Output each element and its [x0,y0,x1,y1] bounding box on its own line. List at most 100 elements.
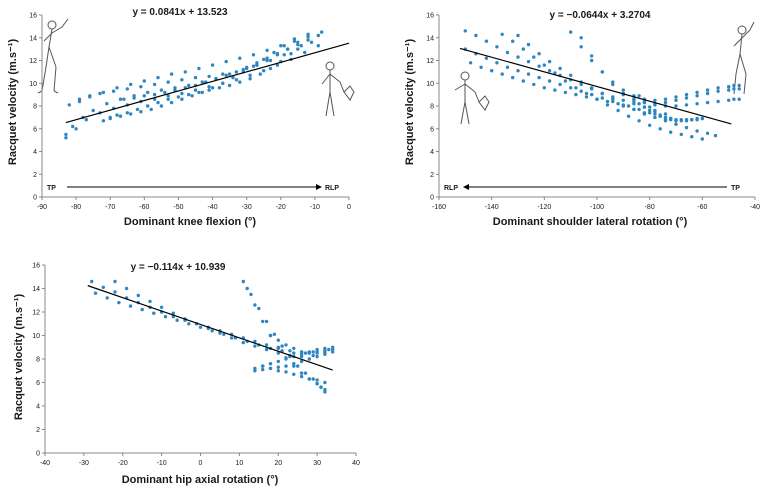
knee-data-point [115,86,119,90]
knee-x-tick-label: 0 [347,204,351,211]
hip-data-point [280,349,284,353]
shoulder-data-point [600,70,604,74]
knee-y-tick-label: 4 [33,149,37,156]
shoulder-data-point [621,98,625,103]
shoulder-data-point [663,97,668,101]
shoulder-phase-label-left: RLP [444,185,458,192]
knee-data-point [221,81,225,86]
shoulder-data-point [684,103,689,107]
hip-data-point [299,371,304,375]
knee-data-point [118,97,123,101]
hip-data-point [171,311,175,315]
knee-data-point [111,89,116,93]
shoulder-data-point [737,97,741,101]
shoulder-data-point [663,100,668,105]
shoulder-data-point [526,42,531,47]
knee-data-point [197,90,201,95]
hip-data-point [331,350,335,354]
hip-data-point [241,340,245,345]
shoulder-data-point [653,103,657,107]
knee-data-point [142,79,146,83]
shoulder-data-point [695,90,699,95]
hip-series-trial-2 [93,291,331,355]
knee-data-point [71,124,75,129]
shoulder-data-point [642,112,647,116]
shoulder-data-point [579,45,583,49]
shoulder-data-point [511,75,515,80]
shoulder-data-point [474,33,478,38]
shoulder-data-point [653,98,657,103]
hip-data-point [323,390,327,394]
shoulder-data-point [684,125,689,130]
hip-data-point [276,369,280,373]
shoulder-data-point [653,110,657,114]
knee-data-point [214,77,218,81]
hip-data-point [264,343,269,347]
shoulder-x-tick-label: -40 [750,204,760,211]
knee-data-point [74,127,78,131]
shoulder-data-point [516,55,520,59]
hip-data-point [315,351,319,355]
hip-data-point [245,286,249,291]
knee-data-point [268,58,273,63]
knee-chart-ylabel: Racquet velocity (m.s⁻¹) [7,39,19,166]
knee-chart-title: y = 0.0841x + 13.523 [132,7,228,18]
hip-data-point [113,279,117,284]
knee-data-point [139,85,143,89]
shoulder-data-point [553,88,557,92]
knee-data-point [306,38,310,42]
hip-data-point [241,279,245,284]
knee-data-point [238,56,242,60]
shoulder-data-point [621,103,625,107]
knee-data-point [210,63,215,67]
hip-x-tick-label: 40 [352,460,360,467]
shoulder-data-point [516,33,520,38]
knee-data-point [309,40,314,44]
shoulder-data-point [648,123,652,128]
knee-data-point [275,63,280,67]
shoulder-data-point [705,91,710,96]
shoulder-y-tick-label: 12 [426,58,434,65]
shoulder-data-point [637,94,641,98]
shoulder-data-point [484,56,489,60]
shoulder-data-point [532,55,536,59]
shoulder-data-point [690,135,694,139]
hip-data-point [276,345,280,349]
hip-data-point [323,350,327,354]
knee-data-point [88,94,92,98]
shoulder-data-point [648,105,652,109]
knee-data-point [142,94,146,98]
shoulder-data-point [553,71,557,75]
knee-data-point [285,47,290,51]
knee-data-point [224,59,228,64]
shoulder-data-point [505,50,510,55]
shoulder-data-point [669,116,673,121]
knee-data-point [64,132,68,137]
shoulder-x-tick-label: -120 [537,204,551,211]
shoulder-data-point [600,91,604,96]
knee-data-point [255,63,259,67]
shoulder-data-point [600,96,604,100]
hip-data-point [264,347,269,352]
knee-data-point [64,136,68,140]
hip-data-point [311,353,315,358]
hip-data-point [136,293,140,298]
knee-data-point [132,96,136,100]
hip-series-trial-8 [261,364,327,385]
shoulder-data-point [637,102,641,106]
hip-data-point [303,351,308,355]
hip-data-point [319,385,323,389]
shoulder-data-point [626,104,631,108]
shoulder-data-point [584,95,589,99]
knee-data-point [193,75,198,80]
knee-data-point [200,80,204,84]
hip-data-point [284,370,288,374]
shoulder-data-point [595,97,599,101]
hip-data-point [315,378,319,382]
knee-y-tick-label: 8 [33,104,37,111]
shoulder-data-point [574,86,578,90]
shoulder-y-tick-label: 16 [426,13,434,20]
shoulder-data-point [716,99,720,104]
shoulder-data-point [500,32,504,36]
hip-data-point [229,336,234,340]
